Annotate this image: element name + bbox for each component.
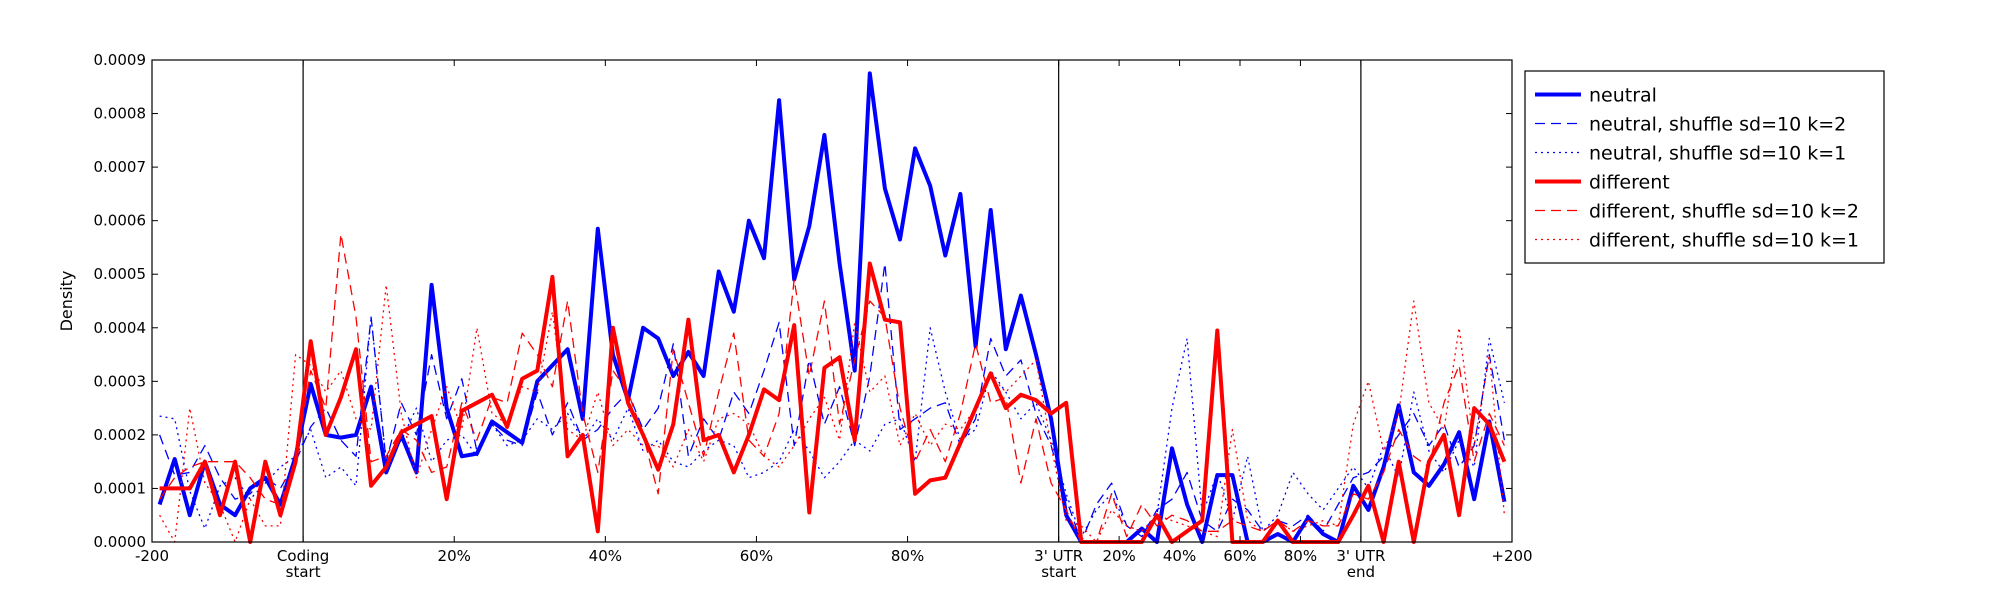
x-tick-label-7: 20% xyxy=(1102,547,1135,565)
x-tick-label-5: 80% xyxy=(891,547,924,565)
x-tick-label-2: 20% xyxy=(438,547,471,565)
y-tick-label-6: 0.0006 xyxy=(94,212,147,230)
series-line-4 xyxy=(159,233,1505,543)
y-tick-label-5: 0.0005 xyxy=(94,265,147,283)
y-tick-label-9: 0.0009 xyxy=(94,51,147,69)
x-tick-label-9: 60% xyxy=(1223,547,1256,565)
series-line-2 xyxy=(159,316,1506,538)
y-tick-label-1: 0.0001 xyxy=(94,479,147,497)
y-tick-label-7: 0.0007 xyxy=(94,158,147,176)
legend-label-5: different, shuffle sd=10 k=1 xyxy=(1589,230,1859,252)
x-tick-label-11-line-1: end xyxy=(1347,563,1375,581)
y-axis-title: Density xyxy=(57,271,76,332)
y-tick-label-0: 0.0000 xyxy=(94,533,147,551)
region-boundaries xyxy=(302,60,1362,542)
legend-label-2: neutral, shuffle sd=10 k=1 xyxy=(1589,143,1846,165)
x-tick-label-8: 40% xyxy=(1163,547,1196,565)
y-tick-label-2: 0.0002 xyxy=(94,426,147,444)
y-tick-label-8: 0.0008 xyxy=(94,105,147,123)
series-line-3 xyxy=(159,261,1507,544)
legend-label-0: neutral xyxy=(1589,85,1657,107)
legend-label-4: different, shuffle sd=10 k=2 xyxy=(1589,201,1859,223)
x-tick-label-12: +200 xyxy=(1491,547,1532,565)
legend-box xyxy=(1524,70,1885,264)
series-line-0 xyxy=(157,71,1507,544)
y-axis: 0.0000 0.0001 0.0002 0.0003 0.0004 0.0005 0.00… xyxy=(94,51,1512,551)
legend-label-1: neutral, shuffle sd=10 k=2 xyxy=(1589,114,1846,136)
series-layer xyxy=(157,71,1507,544)
plot-frame xyxy=(151,59,1513,543)
legend-label-3: different xyxy=(1589,172,1670,194)
x-tick-label-6: 3' UTR xyxy=(1034,547,1083,565)
y-tick-label-4: 0.0004 xyxy=(94,319,147,337)
legend: neutral neutral, shuffle sd=10 k=2 neutral… xyxy=(1524,70,1885,264)
x-tick-label-1: Coding xyxy=(277,547,329,565)
x-tick-label-6-line-1: start xyxy=(1041,563,1076,581)
y-tick-label-3: 0.0003 xyxy=(94,372,147,390)
x-tick-label-3: 40% xyxy=(589,547,622,565)
x-tick-label-1-line-1: start xyxy=(286,563,321,581)
x-tick-label-0: -200 xyxy=(135,547,169,565)
x-tick-label-10: 80% xyxy=(1284,547,1317,565)
x-tick-label-11: 3' UTR xyxy=(1336,547,1385,565)
x-tick-label-4: 60% xyxy=(740,547,773,565)
